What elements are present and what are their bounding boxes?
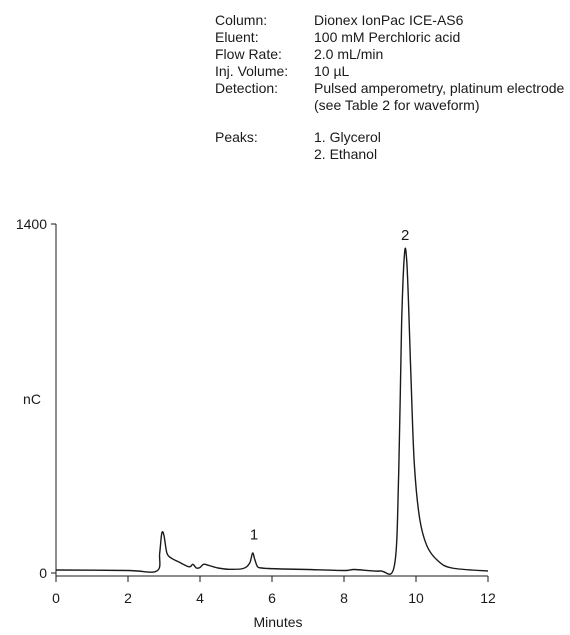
x-axis-label: Minutes <box>253 614 302 630</box>
peaks-label: Peaks: <box>215 129 258 145</box>
condition-row: Eluent: 100 mM Perchloric acid <box>215 29 564 46</box>
condition-label: Flow Rate: <box>215 46 282 62</box>
condition-value: 2.0 mL/min <box>314 46 384 62</box>
traces <box>55 247 489 575</box>
condition-value: 100 mM Perchloric acid <box>314 29 461 45</box>
peak-item-ethanol: 2. Ethanol <box>314 146 378 162</box>
condition-row: Detection: Pulsed amperometry, platinum e… <box>215 80 564 97</box>
y-axis-label: nC <box>23 391 41 407</box>
condition-row: (see Table 2 for waveform) <box>215 97 564 114</box>
y-tick-label: 0 <box>39 565 47 581</box>
condition-value: 10 µL <box>314 63 350 79</box>
x-tick-label: 2 <box>124 590 132 606</box>
condition-label: Inj. Volume: <box>215 63 289 79</box>
peak-number-label: 1 <box>250 526 258 543</box>
annotations: 12 <box>250 227 410 543</box>
condition-row: Inj. Volume: 10 µL <box>215 63 564 80</box>
condition-row: Flow Rate: 2.0 mL/min <box>215 46 564 63</box>
x-tick-label: 0 <box>52 590 60 606</box>
condition-value: Dionex IonPac ICE-AS6 <box>314 12 464 28</box>
x-tick-label: 10 <box>408 590 424 606</box>
condition-label: Detection: <box>215 80 279 96</box>
peak-item-glycerol: 1. Glycerol <box>314 129 381 145</box>
peak-number-label: 2 <box>401 227 409 244</box>
condition-row: Column: Dionex IonPac ICE-AS6 <box>215 12 564 29</box>
x-tick-label: 12 <box>480 590 496 606</box>
peaks-row: Peaks: 1. Glycerol <box>215 129 564 146</box>
condition-value: (see Table 2 for waveform) <box>314 97 480 113</box>
x-tick-label: 4 <box>196 590 204 606</box>
chromatography-conditions: Column: Dionex IonPac ICE-AS6 Eluent: 100 … <box>215 12 564 163</box>
y-tick-label: 1400 <box>16 216 47 232</box>
peaks-row: 2. Ethanol <box>215 146 564 163</box>
chromatogram-trace <box>55 247 489 575</box>
x-tick-label: 6 <box>268 590 276 606</box>
x-tick-label: 8 <box>340 590 348 606</box>
condition-label: Eluent: <box>215 29 259 45</box>
condition-label: Column: <box>215 12 268 28</box>
condition-value: Pulsed amperometry, platinum electrode <box>314 80 565 96</box>
axes <box>55 224 488 577</box>
